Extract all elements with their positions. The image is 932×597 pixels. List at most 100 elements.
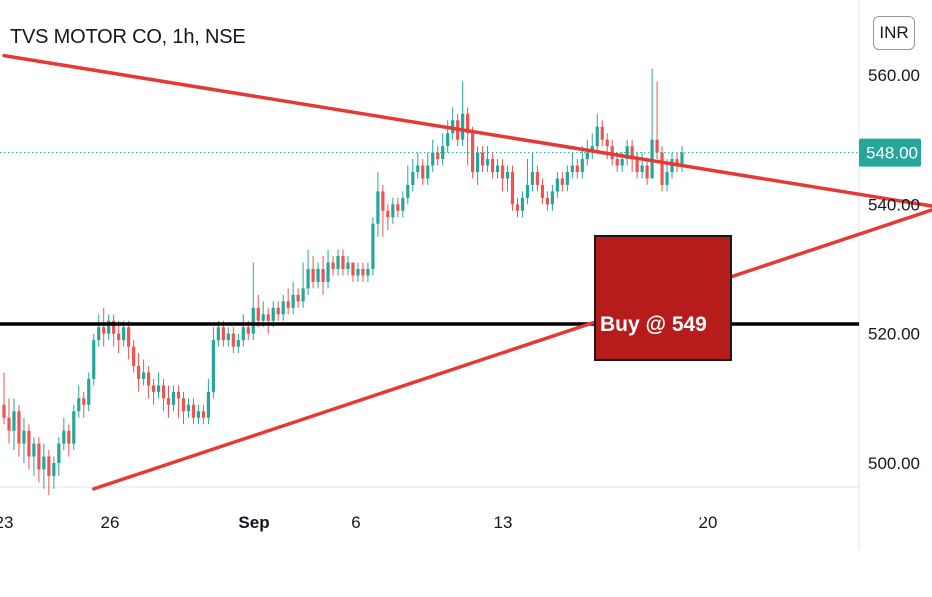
candle-body — [246, 327, 250, 334]
candle — [570, 152, 574, 179]
candle-body — [555, 178, 559, 192]
candle-body — [256, 307, 260, 321]
candle — [431, 139, 435, 172]
candle-body — [600, 126, 604, 140]
candle — [127, 320, 131, 360]
candle — [171, 385, 176, 412]
ascending-trendline[interactable] — [91, 107, 932, 491]
candle-body — [72, 411, 76, 444]
note-line-entry: Buy @ 549 — [600, 313, 707, 336]
candle-body — [216, 327, 220, 341]
candle-body — [331, 262, 335, 269]
candles-layer — [2, 68, 684, 496]
trade-note[interactable]: Buy @ 549 stop loss 541 target 560 — [594, 235, 733, 528]
candle — [540, 178, 545, 205]
candle-body — [107, 320, 111, 334]
candle-body — [122, 327, 126, 341]
descending-trendline[interactable] — [2, 53, 932, 256]
candle — [281, 294, 285, 321]
candle — [42, 443, 46, 489]
candle-body — [296, 294, 300, 302]
candle — [356, 262, 360, 282]
candle — [520, 191, 525, 218]
candle — [381, 184, 385, 237]
candle-body — [231, 333, 235, 347]
candle-body — [196, 411, 201, 418]
candle — [72, 404, 76, 451]
candle — [545, 191, 549, 211]
candle-body — [655, 139, 659, 153]
candle-body — [311, 269, 315, 282]
candle-body — [42, 456, 46, 470]
candle — [241, 314, 245, 347]
candle — [446, 120, 450, 153]
candle — [137, 353, 141, 392]
candle-body — [137, 366, 141, 379]
currency-button[interactable]: INR — [873, 16, 915, 50]
price-tick-label: 560.00 — [868, 66, 920, 85]
time-tick-label: 20 — [699, 513, 718, 532]
candle — [17, 404, 21, 457]
candle-body — [326, 262, 330, 282]
candle-body — [550, 191, 554, 205]
candle-body — [595, 126, 599, 147]
candle-body — [127, 327, 131, 347]
candle — [331, 256, 335, 276]
candle — [112, 314, 116, 347]
candle — [401, 191, 405, 218]
candle-body — [505, 172, 510, 179]
candle-body — [570, 165, 574, 172]
candle-body — [271, 307, 275, 321]
candle — [490, 152, 495, 179]
time-tick-label: 23 — [0, 513, 13, 532]
candle — [2, 372, 6, 425]
candle — [515, 197, 520, 218]
candle — [231, 327, 235, 354]
candle — [640, 152, 644, 179]
candle — [62, 417, 66, 451]
candle — [411, 159, 415, 192]
candle — [480, 146, 485, 172]
time-axis[interactable]: 23 26 Sep 6 13 20 — [0, 513, 717, 532]
candle-body — [146, 372, 151, 386]
candle — [675, 152, 679, 172]
candle — [82, 391, 86, 418]
price-axis[interactable]: 560.00 540.00 520.00 500.00 548.00 — [859, 66, 921, 473]
candle-body — [615, 159, 619, 166]
candle-body — [625, 146, 629, 160]
candle — [655, 81, 659, 160]
candle-body — [366, 269, 370, 276]
candle — [47, 450, 51, 496]
candle — [326, 249, 330, 289]
candle — [660, 146, 664, 192]
candle — [406, 165, 410, 205]
candle — [97, 314, 101, 347]
candle-body — [401, 197, 405, 211]
candle-body — [166, 398, 171, 405]
price-tick-label: 540.00 — [868, 195, 920, 214]
time-tick-label: Sep — [238, 513, 269, 532]
candle — [276, 301, 280, 321]
candle — [590, 133, 594, 160]
candle — [530, 152, 535, 192]
candle-body — [436, 152, 440, 160]
chart-container: 560.00 540.00 520.00 500.00 548.00 23 26 Sep 6 1… — [0, 0, 932, 550]
candle — [146, 366, 151, 399]
candle-body — [535, 172, 540, 185]
candle-body — [77, 398, 81, 412]
candle — [461, 81, 465, 147]
candle — [92, 333, 96, 386]
candle — [321, 256, 325, 295]
candle — [600, 120, 604, 147]
candle-body — [211, 340, 215, 392]
candle-body — [286, 301, 290, 308]
chart-title: TVS MOTOR CO, 1h, NSE — [10, 26, 246, 48]
candle — [426, 152, 430, 185]
candle-body — [102, 327, 106, 334]
candle-body — [411, 172, 415, 185]
candle-body — [381, 191, 385, 211]
candle-body — [371, 223, 375, 269]
candle-body — [186, 404, 191, 412]
candle — [550, 184, 554, 211]
candle — [156, 372, 161, 399]
